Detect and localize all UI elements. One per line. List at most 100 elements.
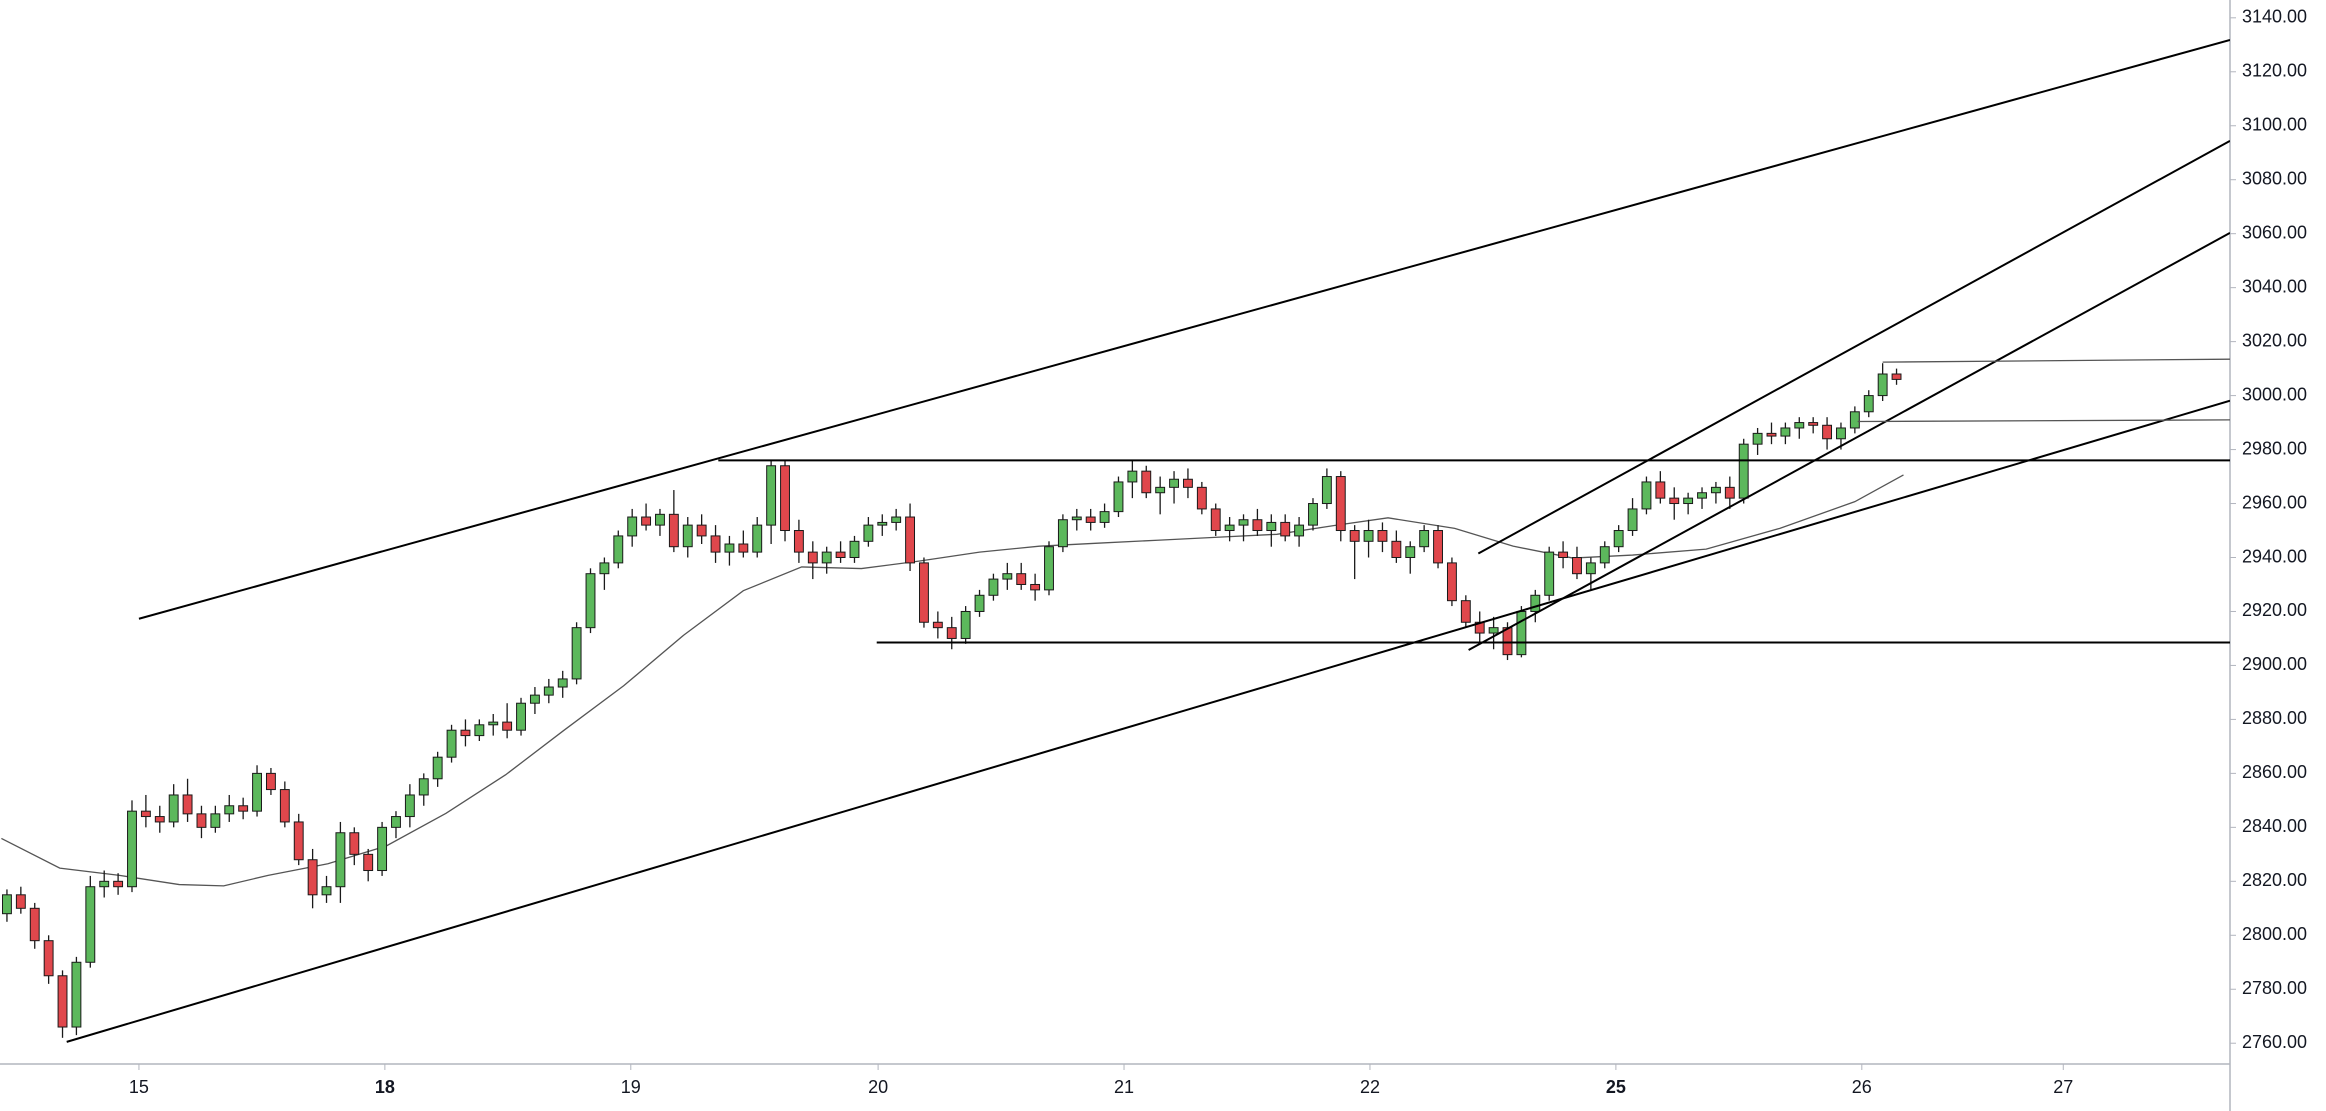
candle-body: [1502, 627, 1513, 656]
y-tick-label: 2860.00: [2242, 762, 2307, 782]
candle-body: [2, 894, 12, 915]
candle-body: [404, 794, 415, 818]
candle-body: [1683, 497, 1694, 505]
x-tick-label: 19: [621, 1077, 641, 1097]
candle-body: [238, 805, 249, 812]
candle-body: [1182, 478, 1193, 488]
candle-body: [1641, 481, 1652, 510]
trend-line: [1882, 358, 2230, 363]
x-tick-label: 22: [1360, 1077, 1380, 1097]
candle-body: [919, 562, 929, 623]
candle-body: [1377, 530, 1388, 542]
y-tick-label: 2880.00: [2242, 708, 2307, 728]
candle-body: [1849, 411, 1860, 429]
y-tick-label: 3100.00: [2242, 114, 2307, 134]
candle-body: [932, 621, 943, 629]
candle-body: [57, 975, 68, 1028]
candle-body: [1655, 481, 1666, 499]
candle-body: [460, 729, 471, 737]
candle-body: [1460, 600, 1471, 623]
candle-body: [1891, 373, 1902, 380]
candle-body: [835, 551, 846, 559]
candle-body: [1530, 594, 1541, 612]
candle-body: [1613, 530, 1624, 548]
candle-body: [1016, 573, 1027, 585]
candle-body: [15, 894, 26, 909]
candle-body: [543, 686, 554, 696]
candle-body: [1308, 503, 1318, 526]
candle-body: [446, 729, 457, 758]
candle-body: [863, 524, 874, 542]
x-tick-label: 25: [1606, 1077, 1626, 1097]
candle-body: [641, 516, 652, 526]
candle-body: [905, 516, 916, 564]
candle-body: [1321, 476, 1332, 505]
candle-body: [1155, 486, 1166, 494]
candle-body: [140, 810, 151, 818]
candle-body: [1724, 486, 1735, 499]
candle-body: [1238, 519, 1249, 526]
trend-line: [138, 38, 2230, 620]
candle-body: [29, 907, 40, 942]
candle-body: [1419, 530, 1430, 548]
y-tick-label: 2780.00: [2242, 978, 2307, 998]
candle-body: [1752, 432, 1763, 445]
candle-body: [1294, 524, 1305, 537]
candle-body: [1627, 508, 1638, 532]
candle-body: [154, 816, 165, 823]
candle-body: [43, 940, 54, 977]
candle-body: [1822, 424, 1833, 440]
candle-body: [502, 721, 513, 731]
trend-line: [1857, 419, 2230, 423]
x-tick-label: 26: [1852, 1077, 1872, 1097]
candle-body: [1113, 481, 1124, 513]
candle-body: [960, 610, 971, 639]
candle-body: [613, 535, 624, 564]
candle-body: [1210, 508, 1221, 532]
candle-body: [1044, 546, 1054, 591]
candle-body: [1002, 573, 1013, 580]
candle-body: [1169, 478, 1179, 488]
candle-body: [474, 724, 485, 737]
candle-body: [349, 832, 360, 855]
candle-body: [1280, 521, 1291, 537]
candle-body: [1071, 516, 1082, 521]
y-tick-label: 2940.00: [2242, 546, 2307, 566]
candle-body: [696, 524, 707, 537]
candle-body: [710, 535, 721, 553]
y-tick-label: 2840.00: [2242, 816, 2307, 836]
candle-body: [391, 816, 401, 828]
candle-body: [418, 778, 429, 796]
candle-body: [127, 810, 137, 888]
candle-body: [196, 813, 207, 828]
y-tick-label: 3120.00: [2242, 61, 2307, 81]
candle-body: [432, 756, 443, 780]
candle-body: [1433, 530, 1443, 564]
candle-body: [1488, 627, 1499, 634]
candle-body: [1057, 519, 1068, 548]
y-tick-label: 3080.00: [2242, 168, 2307, 188]
candle-body: [1127, 470, 1138, 483]
candle-body: [946, 627, 957, 639]
candle-body: [682, 524, 693, 548]
candle-body: [627, 516, 638, 537]
candle-body: [71, 961, 82, 1028]
y-tick-label: 3140.00: [2242, 7, 2307, 27]
candle-body: [210, 813, 221, 828]
candle-body: [113, 880, 124, 888]
trend-line: [1468, 231, 2230, 651]
candle-body: [363, 853, 374, 872]
candle-body: [1405, 546, 1416, 559]
candle-body: [988, 578, 999, 596]
candle-body: [807, 551, 818, 564]
candle-body: [1710, 486, 1721, 494]
y-tick-label: 3000.00: [2242, 384, 2307, 404]
candle-body: [1836, 427, 1846, 440]
y-tick-label: 2800.00: [2242, 924, 2307, 944]
plot-area: [1, 38, 2230, 1043]
y-tick-label: 3040.00: [2242, 276, 2307, 296]
candle-body: [724, 543, 735, 553]
candle-body: [1697, 492, 1707, 499]
y-tick-label: 2900.00: [2242, 654, 2307, 674]
